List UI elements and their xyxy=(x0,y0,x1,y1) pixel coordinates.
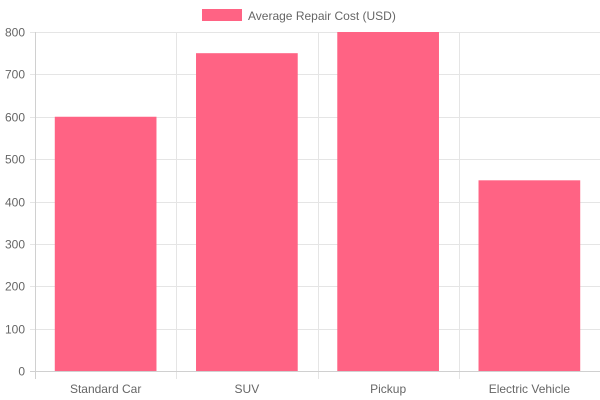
x-tick-label: Standard Car xyxy=(70,382,141,396)
bar[interactable] xyxy=(478,180,581,371)
legend[interactable]: Average Repair Cost (USD) xyxy=(202,9,396,23)
y-tick-label: 0 xyxy=(18,365,25,379)
legend-swatch xyxy=(202,9,242,21)
y-tick-label: 300 xyxy=(5,238,25,252)
y-tick-label: 100 xyxy=(5,323,25,337)
x-tick-label: Pickup xyxy=(370,382,406,396)
bar[interactable] xyxy=(337,32,439,371)
bars xyxy=(54,32,581,371)
y-tick-label: 700 xyxy=(5,68,25,82)
y-tick-label: 500 xyxy=(5,153,25,167)
bar[interactable] xyxy=(54,116,157,371)
legend-label: Average Repair Cost (USD) xyxy=(248,9,396,23)
y-tick-label: 400 xyxy=(5,196,25,210)
y-tick-label: 200 xyxy=(5,280,25,294)
bar[interactable] xyxy=(196,53,298,371)
axes xyxy=(35,32,600,372)
x-tick-label: SUV xyxy=(235,382,260,396)
y-axis-ticks: 0 100 200 300 400 500 600 700 800 xyxy=(5,26,25,379)
y-tick-label: 600 xyxy=(5,111,25,125)
x-axis-ticks: Standard Car SUV Pickup Electric Vehicle xyxy=(70,382,570,396)
y-tick-label: 800 xyxy=(5,26,25,40)
x-tick-label: Electric Vehicle xyxy=(489,382,571,396)
